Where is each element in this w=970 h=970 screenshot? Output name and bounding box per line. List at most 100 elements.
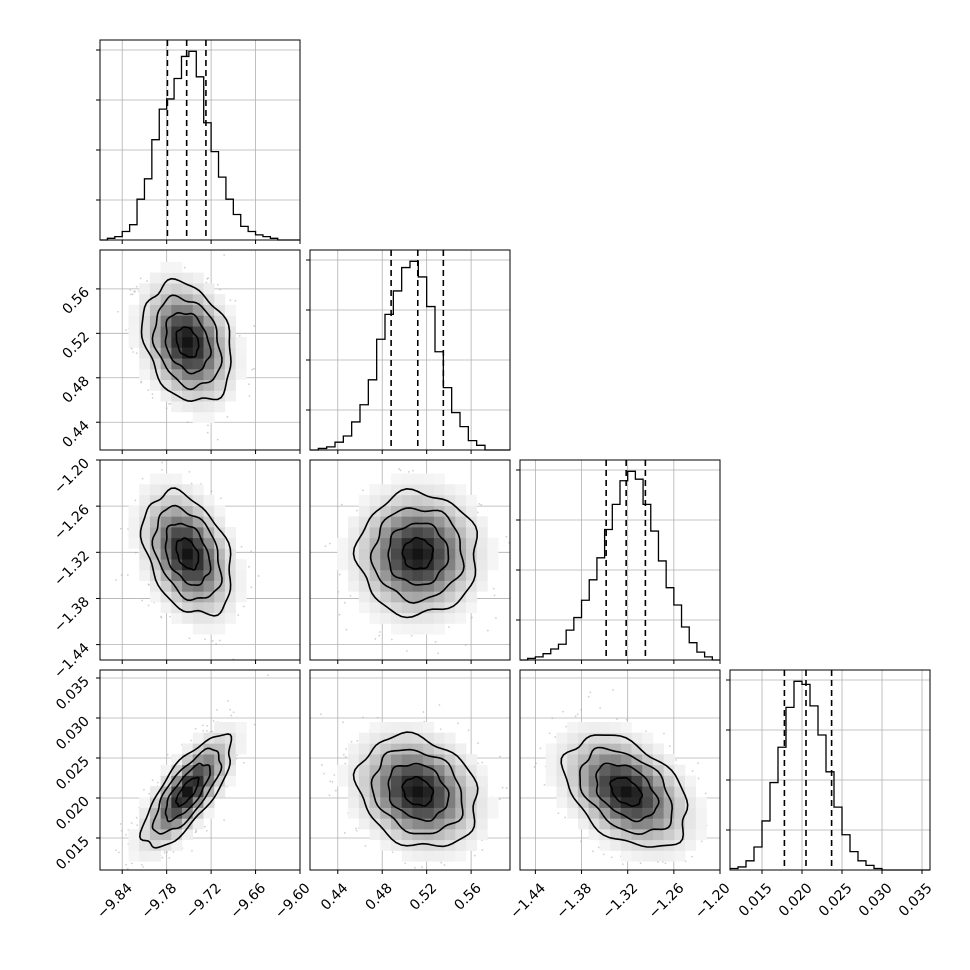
density-cell: [663, 807, 675, 819]
density-cell: [412, 754, 424, 766]
density-cell: [412, 559, 424, 571]
sample-point: [668, 745, 671, 748]
density-cell: [182, 591, 194, 603]
density-cell: [214, 527, 226, 539]
density-cell: [620, 796, 632, 808]
density-cell: [620, 807, 632, 819]
density-cell: [444, 537, 456, 549]
density-cell: [203, 602, 215, 614]
sample-point: [501, 786, 504, 789]
contour-level: [352, 487, 479, 619]
density-cell: [224, 326, 236, 338]
density-cell: [455, 559, 467, 571]
sample-point: [227, 699, 229, 702]
sample-point: [229, 299, 232, 302]
density-cell: [214, 379, 226, 391]
density-cell: [149, 796, 161, 808]
sample-point: [237, 614, 240, 617]
density-cell: [465, 602, 478, 614]
density-cell: [642, 796, 654, 808]
sample-point: [436, 871, 438, 873]
density-cell: [358, 580, 370, 592]
density-cell: [348, 764, 360, 776]
density-cell: [652, 764, 664, 776]
sample-point: [413, 866, 416, 869]
sample-point: [248, 383, 250, 386]
density-cell: [390, 732, 403, 744]
density-cell: [444, 775, 456, 787]
sample-point: [166, 851, 168, 853]
density-cell: [610, 743, 622, 755]
density-cell: [465, 559, 478, 571]
density-cell: [685, 839, 697, 851]
density-cell: [182, 537, 194, 549]
density-cell: [139, 527, 151, 539]
density-cell: [337, 537, 349, 549]
density-cell: [192, 764, 204, 776]
density-cell: [455, 829, 467, 841]
density-cell: [160, 261, 172, 273]
density-cell: [444, 754, 456, 766]
density-cell: [674, 764, 686, 776]
density-cell: [182, 580, 194, 592]
density-cell: [610, 732, 622, 744]
sample-point: [223, 254, 226, 256]
density-cell: [631, 850, 643, 862]
density-cell: [224, 315, 236, 327]
density-cell: [214, 401, 226, 413]
density-cell: [652, 743, 664, 755]
density-cell: [160, 473, 172, 485]
density-cell: [465, 754, 478, 766]
sample-point: [242, 761, 245, 764]
density-cell: [663, 850, 675, 862]
density-cell: [577, 732, 589, 744]
contour-level: [370, 748, 464, 835]
sample-point: [625, 718, 628, 721]
density-cell: [545, 764, 557, 776]
sample-point: [610, 856, 613, 859]
density-cell: [139, 829, 151, 841]
density-cell: [487, 537, 499, 549]
density-cell: [214, 559, 226, 571]
density-cell: [444, 591, 456, 603]
histogram-steps: [310, 260, 510, 451]
density-cell: [192, 807, 204, 819]
sample-point: [117, 851, 120, 854]
density-cell: [620, 775, 632, 787]
sample-point: [211, 730, 214, 733]
density-cell: [160, 379, 172, 391]
density-cell: [348, 775, 360, 787]
density-cell: [652, 786, 664, 798]
density-cell: [369, 548, 381, 560]
sample-point: [134, 290, 136, 293]
sample-point: [329, 542, 331, 545]
sample-point: [156, 781, 159, 784]
density-cell: [203, 315, 215, 327]
density-cell: [214, 569, 226, 581]
density-cell: [610, 721, 622, 733]
density-cell: [465, 537, 478, 549]
density-cell: [235, 569, 247, 581]
density-cell: [401, 829, 413, 841]
density-cell: [358, 775, 370, 787]
contour-level: [140, 277, 232, 403]
density-cell: [642, 818, 654, 830]
density-cell: [203, 369, 215, 381]
sample-point: [493, 594, 496, 597]
density-cell: [412, 775, 424, 787]
density-cell: [139, 347, 151, 359]
density-cell: [171, 580, 183, 592]
density-cell: [192, 347, 204, 359]
sample-point: [344, 756, 347, 758]
density-cell: [214, 326, 226, 338]
density-cell: [444, 807, 456, 819]
density-cell: [455, 807, 467, 819]
x-tick-label: −9.72: [183, 880, 225, 922]
density-cell: [380, 796, 392, 808]
sample-point: [438, 704, 441, 706]
sample-point: [248, 395, 251, 398]
density-cell: [567, 786, 579, 798]
density-cell: [577, 743, 589, 755]
density-cell: [433, 754, 445, 766]
density-cell: [390, 494, 403, 506]
